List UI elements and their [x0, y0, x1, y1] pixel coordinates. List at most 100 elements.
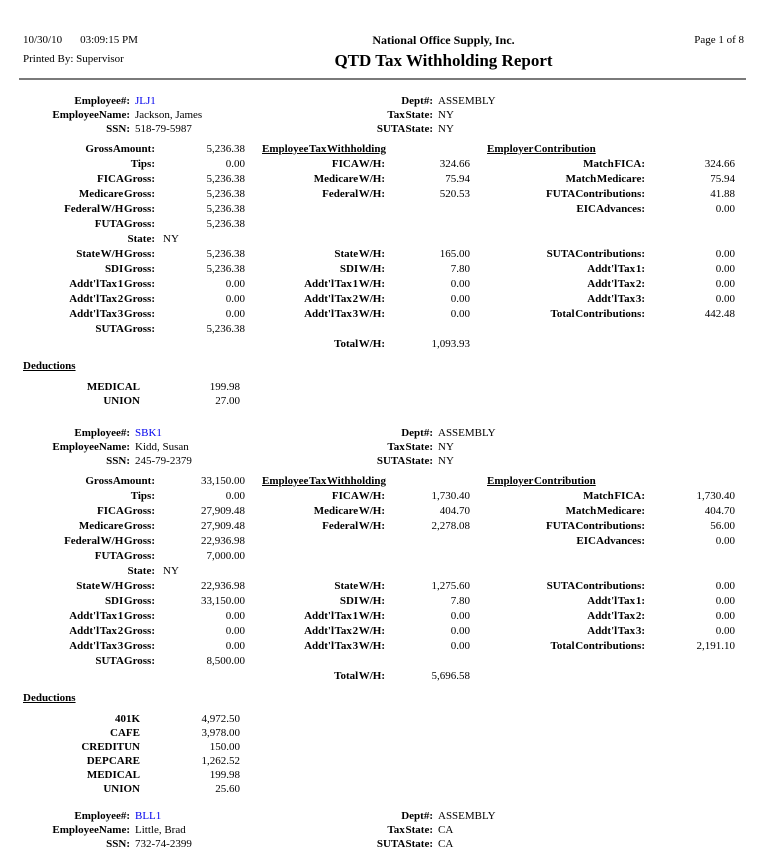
- row-label: SUTA Gross:: [95, 655, 155, 667]
- ssn-label: SSN:: [106, 123, 130, 135]
- deductions-header: Deductions: [23, 360, 76, 372]
- dept-value: ASSEMBLY: [438, 95, 496, 107]
- row-label: Medicare W/H:: [313, 505, 385, 517]
- suta-state-value: CA: [438, 838, 454, 850]
- row-label: Addt'l Tax 2 W/H:: [304, 625, 385, 637]
- employee-name-value: Jackson, James: [135, 109, 203, 121]
- row-value: 0.00: [715, 293, 735, 305]
- row-value: [155, 337, 245, 352]
- employee-id-link[interactable]: SBK1: [135, 427, 162, 439]
- row-label: Match FICA:: [583, 158, 645, 170]
- report-row: FUTA Gross: 7,000.00: [0, 549, 762, 564]
- row-label: SUTA Contributions:: [546, 248, 645, 260]
- deduction-amount: 3,978.00: [201, 727, 241, 739]
- row-value: [645, 217, 735, 232]
- row-label: [470, 337, 645, 352]
- row-label: Federal W/H Gross:: [64, 535, 155, 547]
- row-label: Medicare Gross:: [78, 520, 155, 532]
- row-value: 324.66: [439, 158, 470, 170]
- employee-header: Employee#: JLJ1 Dept#: ASSEMBLY EmployeeName…: [0, 94, 762, 136]
- row-label: State W/H:: [334, 248, 385, 260]
- row-value: 5,236.38: [206, 218, 246, 230]
- report-row: Tips: 0.00 FICA W/H: 1,730.40 Match FICA: 1,7…: [0, 489, 762, 504]
- row-label: Addt'l Tax 2 Gross:: [69, 293, 155, 305]
- printed-by-label: Printed By:: [23, 53, 74, 65]
- employee-section: Employee#: BLL1 Dept#: ASSEMBLY EmployeeName…: [0, 809, 762, 851]
- row-label: [245, 322, 385, 337]
- report-row: Addt'l Tax 1 Gross: 0.00 Addt'l Tax 1 W/H:…: [0, 609, 762, 624]
- row-label: Addt'l Tax 1 W/H:: [304, 610, 385, 622]
- employee-number-label: Employee#:: [74, 95, 130, 107]
- report-title: QTD Tax Withholding Report: [334, 51, 553, 70]
- deduction-amount: 1,262.52: [201, 755, 241, 767]
- row-label: [0, 669, 155, 684]
- employee-header-row: SSN: 518-79-5987 SUTA State: NY: [0, 122, 762, 136]
- report-row: State W/H Gross: 22,936.98 State W/H: 1,275…: [0, 579, 762, 594]
- employee-number-label: Employee#:: [74, 427, 130, 439]
- deduction-row: UNION 27.00: [0, 394, 762, 408]
- employer-contribution-header: Employer Contribution: [487, 475, 596, 487]
- row-value: 165.00: [439, 248, 470, 260]
- row-value: [385, 654, 470, 669]
- employee-name-label: EmployeeName:: [52, 441, 130, 453]
- row-label: Federal W/H Gross:: [64, 203, 155, 215]
- row-label: [470, 654, 645, 669]
- row-value: 0.00: [715, 263, 735, 275]
- row-value: [385, 534, 470, 549]
- suta-state-label: SUTA State:: [376, 838, 433, 850]
- employee-header-row: SSN: 245-79-2379 SUTA State: NY: [0, 454, 762, 468]
- row-value: 5,236.38: [206, 248, 246, 260]
- employee-name-value: Little, Brad: [135, 824, 186, 836]
- row-value: 5,236.38: [206, 188, 246, 200]
- suta-state-label: SUTA State:: [376, 455, 433, 467]
- employer-contribution-header: Employer Contribution: [487, 143, 596, 155]
- employee-header: Employee#: BLL1 Dept#: ASSEMBLY EmployeeName…: [0, 809, 762, 851]
- row-label: State W/H Gross:: [76, 580, 155, 592]
- row-value: 0.00: [715, 248, 735, 260]
- row-label: [245, 654, 385, 669]
- row-label: FICA W/H:: [331, 158, 385, 170]
- row-value: 0.00: [225, 158, 245, 170]
- row-label: Addt'l Tax 3 Gross:: [69, 308, 155, 320]
- report-row: Addt'l Tax 2 Gross: 0.00 Addt'l Tax 2 W/H:…: [0, 292, 762, 307]
- employee-id-link[interactable]: BLL1: [135, 810, 162, 822]
- ssn-label: SSN:: [106, 838, 130, 850]
- report-row: Addt'l Tax 3 Gross: 0.00 Addt'l Tax 3 W/H:…: [0, 639, 762, 654]
- row-label: Addt'l Tax 1 W/H:: [304, 278, 385, 290]
- row-label: [470, 669, 645, 684]
- row-label: Total W/H:: [334, 338, 385, 350]
- row-label: [470, 549, 645, 564]
- suta-state-value: NY: [438, 455, 454, 467]
- report-row: SDI Gross: 5,236.38 SDI W/H: 7.80 Addt'l Tax…: [0, 262, 762, 277]
- row-label: FUTA Gross:: [94, 550, 155, 562]
- state-value: NY: [163, 233, 179, 245]
- deduction-row: DEP CARE 1,262.52: [0, 754, 762, 768]
- employee-id-link[interactable]: JLJ1: [135, 95, 156, 107]
- row-value: 8,500.00: [206, 655, 246, 667]
- deduction-row: CREDITUN 150.00: [0, 740, 762, 754]
- row-value: 0.00: [715, 610, 735, 622]
- employee-header-row: Employee#: SBK1 Dept#: ASSEMBLY: [0, 426, 762, 440]
- state-label: State:: [127, 233, 156, 245]
- row-label: Gross Amount:: [85, 475, 155, 487]
- row-value: 33,150.00: [201, 475, 245, 487]
- row-label: Addt'l Tax 1 Gross:: [69, 278, 155, 290]
- deduction-name: 401K: [114, 713, 140, 725]
- report-row: FICA Gross: 5,236.38 Medicare W/H: 75.94 Mat…: [0, 172, 762, 187]
- row-value: [155, 669, 245, 684]
- deduction-amount: 199.98: [209, 381, 240, 393]
- row-value: [385, 202, 470, 217]
- row-value: 7,000.00: [206, 550, 246, 562]
- report-row: Federal W/H Gross: 22,936.98 EIC Advances:…: [0, 534, 762, 549]
- dept-value: ASSEMBLY: [438, 810, 496, 822]
- row-label: [245, 549, 385, 564]
- deduction-name: CREDITUN: [81, 741, 140, 753]
- row-value: 27,909.48: [201, 505, 245, 517]
- report-row: Medicare Gross: 5,236.38 Federal W/H: 520.5…: [0, 187, 762, 202]
- row-label: Federal W/H:: [322, 520, 385, 532]
- row-label: SUTA Gross:: [95, 323, 155, 335]
- tax-state-label: Tax State:: [387, 824, 433, 836]
- employee-tax-withholding-header: Employee Tax Withholding: [262, 143, 386, 155]
- row-label: Match Medicare:: [565, 173, 645, 185]
- employee-name-label: EmployeeName:: [52, 824, 130, 836]
